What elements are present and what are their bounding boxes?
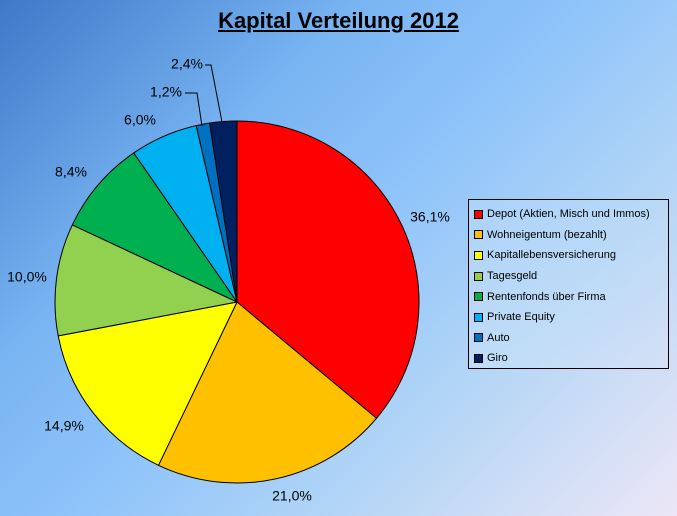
legend-item: Giro [474,348,668,369]
legend-item: Rentenfonds über Firma [474,286,668,307]
legend-item: Tagesgeld [474,266,668,287]
legend-label: Tagesgeld [487,270,538,283]
slice-value-label: 1,2% [150,84,182,100]
legend: Depot (Aktien, Misch und Immos) Wohneigen… [468,199,669,369]
pie-slices [54,120,420,484]
legend-label: Kapitallebensversicherung [487,249,617,262]
slice-value-label: 36,1% [410,209,450,225]
slice-value-label: 6,0% [124,112,156,128]
slice-value-label: 2,4% [171,56,203,72]
legend-swatch [474,292,483,302]
legend-label: Rentenfonds über Firma [487,290,606,303]
pie-slice-1 [236,120,420,419]
legend-item: Depot (Aktien, Misch und Immos) [474,204,668,225]
legend-swatch [474,271,483,281]
legend-swatch [474,209,483,219]
data-labels: 36,1% 21,0% 14,9% 10,0% 8,4% 6,0% 1,2% 2,4% [7,56,450,504]
slice-value-label: 8,4% [55,164,87,180]
legend-item: Kapitallebensversicherung [474,245,668,266]
pie-slice-4 [54,224,238,337]
pie-slice-3 [57,301,238,466]
legend-swatch [474,250,483,260]
leader-line [185,92,203,127]
legend-label: Private Equity [487,311,555,324]
legend-swatch [474,312,483,322]
slice-value-label: 21,0% [272,488,312,504]
legend-item: Wohneigentum (bezahlt) [474,225,668,246]
legend-swatch [474,230,483,240]
leader-lines [185,64,223,127]
legend-item: Auto [474,328,668,349]
legend-swatch [474,333,483,343]
legend-label: Auto [487,331,510,344]
pie-slice-5 [71,152,238,303]
chart-title: Kapital Verteilung 2012 [218,8,459,33]
slice-value-label: 10,0% [7,269,47,285]
legend-swatch [474,353,483,363]
legend-item: Private Equity [474,307,668,328]
leader-line [205,64,223,123]
pie-slice-8 [209,120,238,303]
legend-label: Giro [487,352,508,365]
slice-value-label: 14,9% [44,418,84,434]
legend-label: Depot (Aktien, Misch und Immos) [487,208,650,221]
legend-label: Wohneigentum (bezahlt) [487,228,607,241]
pie-slice-2 [157,301,377,484]
